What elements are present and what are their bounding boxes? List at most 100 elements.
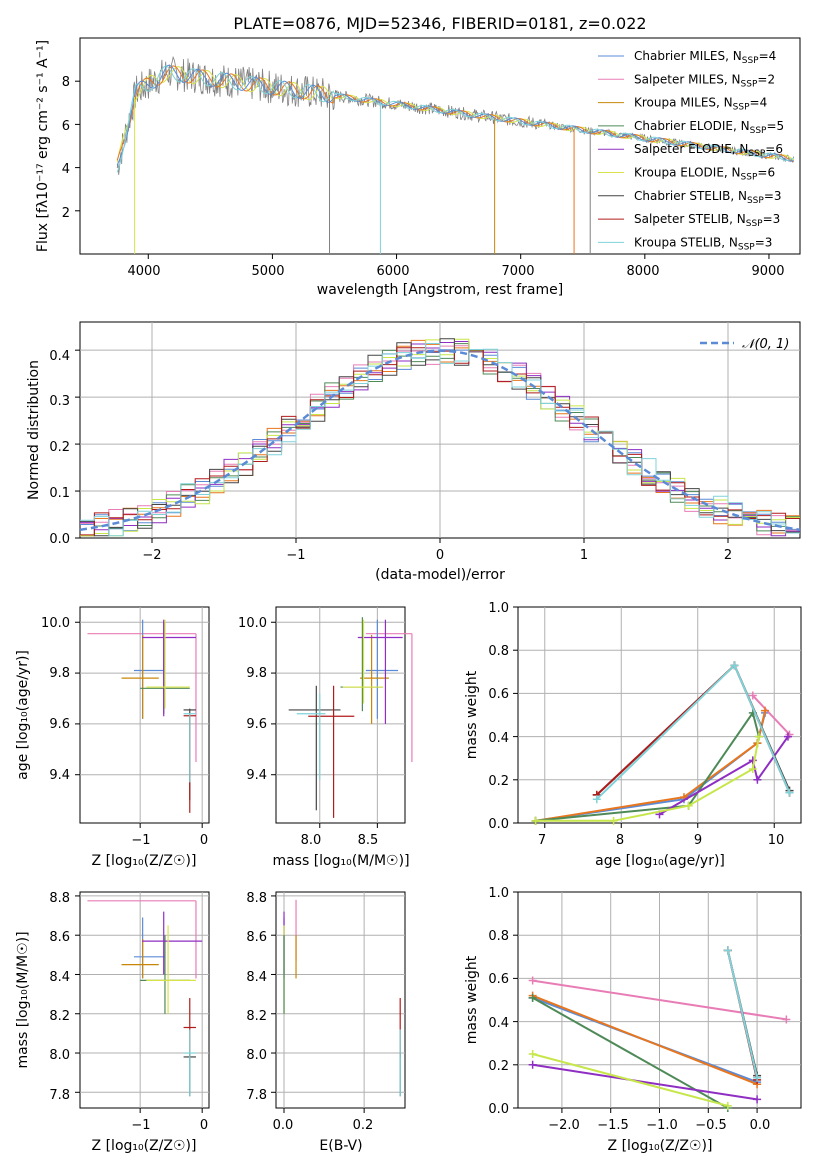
legend-nssp: =3 — [764, 189, 782, 203]
series-marker — [592, 795, 601, 804]
tick-label: 0.6 — [488, 687, 509, 702]
legend-nssp: =2 — [757, 72, 775, 86]
tick-label: −2 — [142, 548, 161, 563]
tick-label: 8000 — [626, 264, 659, 279]
legend-subscript: SSP — [741, 79, 758, 89]
tick-label: 8.4 — [246, 970, 267, 985]
mw-z-ylabel: mass weight — [464, 955, 480, 1044]
age-z-errorbars — [87, 619, 197, 813]
series-line — [726, 950, 759, 1079]
tick-label: 4 — [62, 162, 70, 177]
tick-label: 0.1 — [49, 486, 70, 501]
tick-label: −1.5 — [597, 1118, 629, 1133]
age-z-xlabel: Z [log₁₀(Z/Z☉)] — [92, 853, 197, 869]
tick-label: 8.8 — [49, 891, 70, 906]
mw-age-grid — [518, 607, 801, 823]
series-line — [532, 994, 758, 1086]
tick-label: 0.3 — [49, 394, 70, 409]
tick-label: 7 — [538, 833, 546, 848]
legend-subscript: SSP — [748, 149, 765, 159]
tick-label: −1.0 — [646, 1118, 678, 1133]
tick-label: −2.0 — [548, 1118, 580, 1133]
series-marker — [753, 1095, 762, 1104]
series-line — [752, 694, 791, 736]
tick-label: 10.0 — [238, 616, 267, 631]
spectrum-lines — [75, 55, 795, 259]
residual-legend: 𝒩(0, 1) — [700, 337, 789, 352]
tick-label: 0.0 — [49, 532, 70, 547]
legend-subscript: SSP — [750, 126, 767, 136]
residual-histograms — [79, 338, 801, 537]
tick-label: 9.8 — [49, 666, 70, 681]
tick-label: 0.4 — [49, 349, 70, 364]
tick-label: 8.0 — [246, 1048, 267, 1063]
mw-z-lines — [528, 946, 791, 1112]
series-marker — [783, 732, 792, 741]
mass-z-ylabel: mass [log₁₀(M/M☉)] — [15, 931, 31, 1068]
tick-label: 9.8 — [246, 666, 267, 681]
tick-label: 8.0 — [49, 1048, 70, 1063]
age-z-axes — [79, 606, 210, 824]
legend-nssp: =6 — [757, 166, 775, 180]
tick-label: 0.2 — [488, 774, 509, 789]
tick-label: 0.4 — [488, 1016, 509, 1031]
age-mass-panel: 8.0 8.5 9.4 9.6 9.8 10.0 mass [log₁₀(M/M… — [238, 606, 413, 869]
series-marker — [528, 976, 537, 985]
legend-nssp: =6 — [765, 142, 783, 156]
legend-label: Kroupa MILES, NSSP=4 — [634, 96, 767, 113]
residual-x-ticks: −2 −1 0 1 2 — [142, 548, 732, 563]
tick-label: 0.0 — [750, 1118, 771, 1133]
legend-label: Kroupa STELIB, NSSP=3 — [634, 235, 772, 252]
series-marker — [723, 946, 732, 955]
tick-label: 8.6 — [49, 930, 70, 945]
series-marker — [754, 732, 763, 741]
legend-label: Salpeter MILES, NSSP=2 — [634, 72, 775, 89]
mass-z-xlabel: Z [log₁₀(Z/Z☉)] — [92, 1138, 197, 1154]
model-spectrum-line — [116, 65, 795, 173]
age-z-ylabel: age [log₁₀(age/yr)] — [15, 650, 31, 780]
mw-age-ylabel: mass weight — [464, 670, 480, 759]
tick-label: 8.4 — [49, 970, 70, 985]
residual-y-ticks: 0.0 0.1 0.2 0.3 0.4 — [49, 349, 70, 547]
tick-label: 0.4 — [488, 731, 509, 746]
normal-legend-label: 𝒩(0, 1) — [742, 337, 789, 352]
mw-age-lines — [531, 661, 794, 825]
mass-ebv-axes — [275, 891, 406, 1109]
series-marker — [748, 756, 757, 765]
legend-subscript: SSP — [747, 196, 764, 206]
tick-label: 9.4 — [49, 768, 70, 783]
tick-label: 6000 — [376, 264, 409, 279]
mass-ebv-grid — [276, 892, 405, 1108]
age-z-panel: −1 0 9.4 9.6 9.8 10.0 Z [log₁₀(Z/Z☉)] ag… — [15, 606, 210, 869]
legend-subscript: SSP — [738, 242, 755, 252]
tick-label: 8.8 — [246, 891, 267, 906]
tick-label: 0.6 — [488, 972, 509, 987]
tick-label: 0.0 — [488, 817, 509, 832]
mass-z-panel: −1 0 7.8 8.0 8.2 8.4 8.6 8.8 Z [log₁₀(Z/… — [15, 891, 210, 1154]
tick-label: 9 — [694, 833, 702, 848]
tick-label: 9.4 — [246, 768, 267, 783]
tick-label: 8.2 — [246, 1009, 267, 1024]
tick-label: 1 — [580, 548, 588, 563]
residual-xlabel: (data-model)/error — [375, 567, 505, 583]
mass-ebv-xlabel: E(B-V) — [319, 1138, 362, 1154]
series-line — [532, 979, 787, 1021]
series-marker — [753, 1073, 762, 1082]
legend-label: Salpeter ELODIE, NSSP=6 — [634, 142, 783, 159]
legend-label: Chabrier STELIB, NSSP=3 — [634, 189, 782, 206]
tick-label: −1 — [131, 1118, 150, 1133]
model-spectrum-line — [116, 65, 794, 162]
tick-label: 10 — [768, 833, 785, 848]
series-line — [532, 1063, 758, 1101]
tick-label: 0.0 — [488, 1102, 509, 1117]
age-z-grid — [80, 607, 209, 823]
legend-subscript: SSP — [733, 103, 750, 113]
legend-nssp: =4 — [759, 49, 777, 63]
mw-z-xlabel: Z [log₁₀(Z/Z☉)] — [608, 1138, 713, 1154]
spectrum-legend: Chabrier MILES, NSSP=4 Salpeter MILES, NS… — [598, 49, 784, 252]
spectrum-y-ticks: 2 4 6 8 — [62, 75, 70, 221]
series-marker — [748, 691, 757, 700]
legend-label: Kroupa ELODIE, NSSP=6 — [634, 166, 775, 183]
legend-label: Chabrier ELODIE, NSSP=5 — [634, 119, 784, 136]
